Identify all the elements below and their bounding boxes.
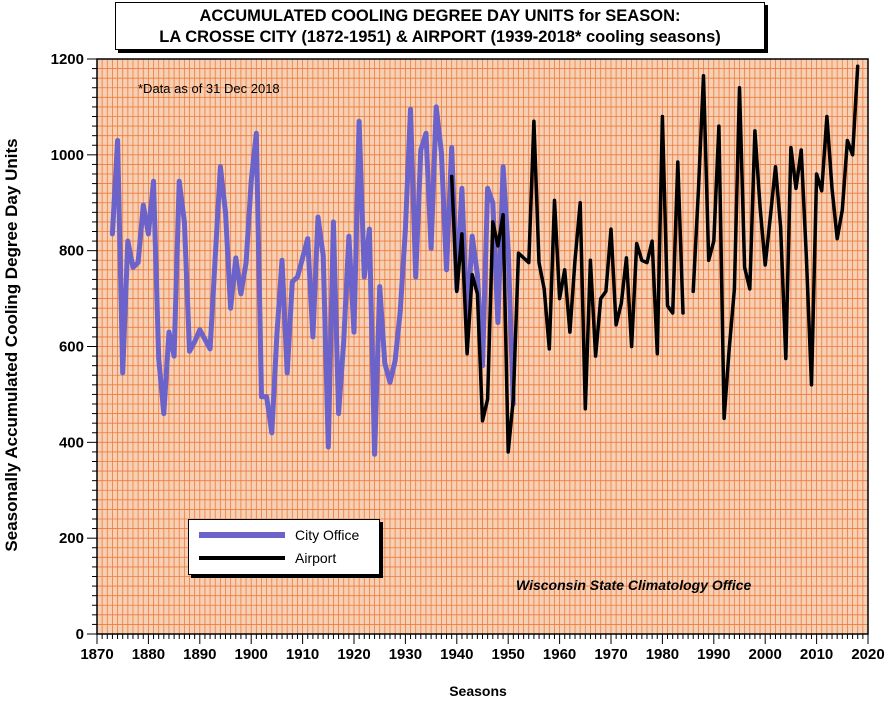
x-axis-label: Seasons <box>449 683 507 699</box>
x-tick-label: 1910 <box>286 646 319 663</box>
x-tick-label: 1920 <box>337 646 370 663</box>
x-tick-label: 1900 <box>235 646 268 663</box>
legend-swatch-city-office <box>199 532 285 538</box>
legend-item-airport: Airport <box>199 548 336 568</box>
y-tick-label: 600 <box>59 339 84 356</box>
legend-label-city-office: City Office <box>295 527 360 543</box>
legend-label-airport: Airport <box>295 550 337 566</box>
credit-text: Wisconsin State Climatology Office <box>516 577 752 593</box>
x-tick-label: 2020 <box>851 646 884 663</box>
data-note: *Data as of 31 Dec 2018 <box>138 81 280 96</box>
legend-swatch-airport <box>199 556 285 560</box>
axes: 1870 1880 1890 1900 1910 1920 1930 1940 1950 1960… <box>51 51 885 663</box>
y-tick-label: 1000 <box>51 147 84 164</box>
y-tick-label: 400 <box>59 434 84 451</box>
x-tick-label: 1960 <box>543 646 576 663</box>
chart-title-line-2: LA CROSSE CITY (1872-1951) & AIRPORT (19… <box>159 28 721 46</box>
legend: City Office Airport <box>188 519 380 575</box>
x-tick-label: 2000 <box>749 646 782 663</box>
chart-title-line-1: ACCUMULATED COOLING DEGREE DAY UNITS for… <box>199 7 681 25</box>
x-tick-label: 1950 <box>492 646 525 663</box>
x-tick-label: 1970 <box>594 646 627 663</box>
x-tick-label: 1870 <box>80 646 113 663</box>
y-axis-label: Seasonally Accumulated Cooling Degree Da… <box>2 138 21 552</box>
x-tick-label: 1930 <box>389 646 422 663</box>
chart-title: ACCUMULATED COOLING DEGREE DAY UNITS for… <box>115 2 765 50</box>
y-tick-label: 200 <box>59 530 84 547</box>
x-tick-label: 1990 <box>697 646 730 663</box>
x-tick-label: 1880 <box>132 646 165 663</box>
series-line-city-office <box>109 104 516 457</box>
x-tick-label: 2010 <box>800 646 833 663</box>
y-tick-label: 1200 <box>51 51 84 68</box>
y-tick-label: 800 <box>59 243 84 260</box>
x-tick-label: 1940 <box>440 646 473 663</box>
y-tick-label: 0 <box>76 626 84 643</box>
series-layer <box>109 64 860 457</box>
x-tick-label: 1890 <box>183 646 216 663</box>
x-tick-label: 1980 <box>646 646 679 663</box>
series-line-airport <box>449 64 860 454</box>
legend-item-city-office: City Office <box>199 525 359 545</box>
